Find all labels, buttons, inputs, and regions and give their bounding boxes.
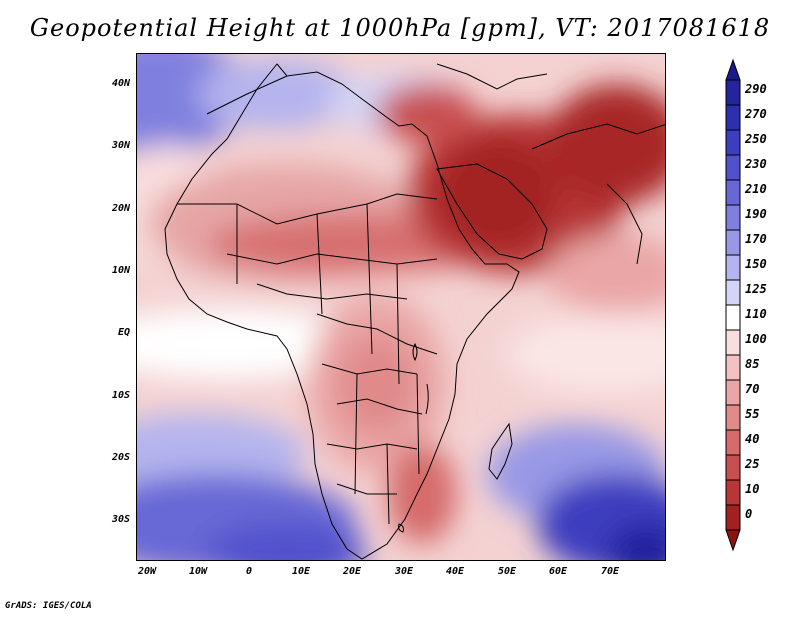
colorbar-swatch bbox=[725, 354, 741, 381]
colorbar-label: 85 bbox=[745, 357, 760, 371]
colorbar-label: 100 bbox=[745, 332, 767, 346]
lat-label-20s: 20S bbox=[111, 452, 130, 463]
geopotential-map bbox=[137, 54, 665, 560]
lon-label-40e: 40E bbox=[445, 566, 465, 577]
lon-label-30e: 30E bbox=[394, 566, 414, 577]
coastlines bbox=[164, 63, 665, 560]
colorbar-label: 125 bbox=[745, 282, 767, 296]
colorbar-bottom-arrow bbox=[725, 529, 741, 552]
map-title: Geopotential Height at 1000hPa [gpm], VT… bbox=[29, 14, 771, 42]
lon-label-20w: 20W bbox=[137, 566, 157, 577]
colorbar-swatch bbox=[725, 504, 741, 531]
colorbar-swatch bbox=[725, 479, 741, 506]
colorbar-swatch bbox=[725, 404, 741, 431]
colorbar-swatch bbox=[725, 179, 741, 206]
lon-label-10w: 10W bbox=[188, 566, 208, 577]
colorbar-swatch bbox=[725, 304, 741, 331]
colorbar-swatch bbox=[725, 204, 741, 231]
colorbar-swatch bbox=[725, 79, 741, 106]
grads-credit: GrADS: IGES/COLA bbox=[5, 601, 92, 611]
lat-label-40n: 40N bbox=[111, 78, 130, 89]
colorbar-swatch bbox=[725, 154, 741, 181]
colorbar-swatch bbox=[725, 254, 741, 281]
colorbar-swatch bbox=[725, 329, 741, 356]
colorbar-top-arrow bbox=[725, 58, 741, 81]
colorbar-label: 0 bbox=[745, 507, 753, 521]
colorbar-label: 170 bbox=[745, 232, 767, 246]
lat-label-20n: 20N bbox=[111, 203, 130, 214]
colorbar-label: 150 bbox=[745, 257, 767, 271]
lat-label-10s: 10S bbox=[111, 390, 130, 401]
lat-label-10n: 10N bbox=[111, 265, 130, 276]
colorbar-swatch bbox=[725, 229, 741, 256]
colorbar-label: 190 bbox=[745, 207, 767, 221]
colorbar-swatch bbox=[725, 429, 741, 456]
colorbar-label: 110 bbox=[745, 307, 767, 321]
lon-label-20e: 20E bbox=[342, 566, 362, 577]
lon-label-10e: 10E bbox=[291, 566, 311, 577]
colorbar-label: 250 bbox=[745, 132, 767, 146]
lon-label-50e: 50E bbox=[497, 566, 517, 577]
colorbar-label: 210 bbox=[745, 182, 767, 196]
lat-label-eq: EQ bbox=[117, 327, 130, 338]
colorbar-label: 25 bbox=[745, 457, 760, 471]
colorbar-label: 55 bbox=[745, 407, 760, 421]
colorbar-swatch bbox=[725, 104, 741, 131]
colorbar-swatch bbox=[725, 129, 741, 156]
colorbar-label: 40 bbox=[745, 432, 760, 446]
colorbar-label: 290 bbox=[745, 82, 767, 96]
colorbar-swatch bbox=[725, 454, 741, 481]
colorbar-label: 270 bbox=[745, 107, 767, 121]
colorbar-label: 10 bbox=[745, 482, 760, 496]
colorbar-swatch bbox=[725, 279, 741, 306]
lon-label-70e: 70E bbox=[600, 566, 620, 577]
colorbar-label: 70 bbox=[745, 382, 760, 396]
colorbar bbox=[725, 58, 741, 552]
map-panel bbox=[136, 53, 666, 561]
colorbar-swatch bbox=[725, 379, 741, 406]
lat-label-30s: 30S bbox=[111, 514, 130, 525]
lon-label-0: 0 bbox=[245, 566, 253, 577]
lat-label-30n: 30N bbox=[111, 140, 130, 151]
lon-label-60e: 60E bbox=[548, 566, 568, 577]
colorbar-label: 230 bbox=[745, 157, 767, 171]
